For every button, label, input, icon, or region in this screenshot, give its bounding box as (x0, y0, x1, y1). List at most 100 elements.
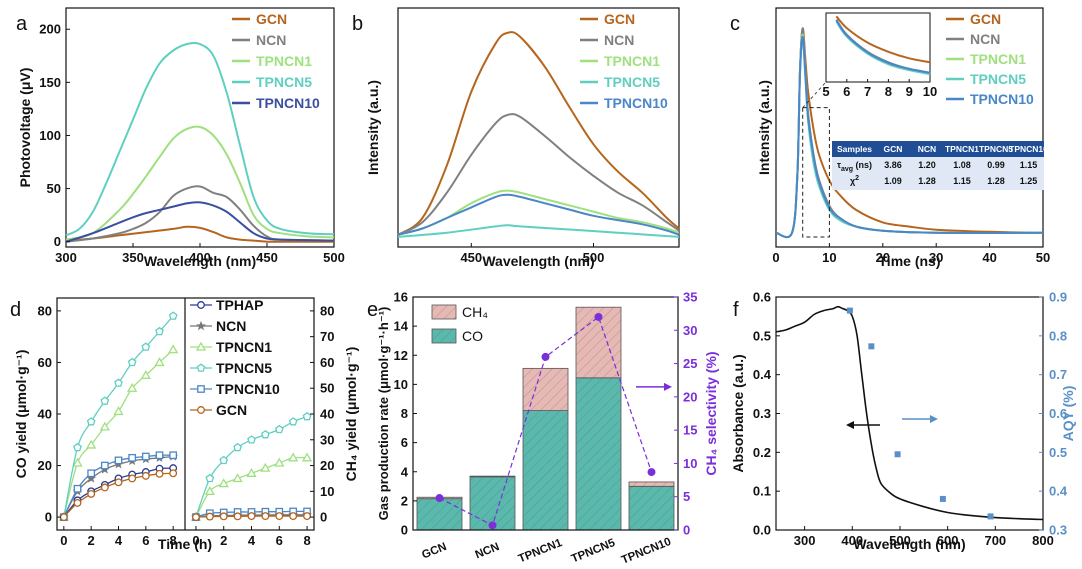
data-point (114, 478, 123, 487)
table-row-label: χ2 (850, 175, 859, 186)
legend-entry: TPNCN10 (970, 91, 1034, 107)
series-line-GCN (65, 225, 334, 243)
bar-ch4-hatch (629, 481, 674, 487)
y-tick-label: 12 (394, 348, 408, 363)
data-point (274, 457, 285, 467)
data-point (114, 456, 123, 465)
data-point (140, 370, 151, 379)
x-tick-label: 10 (822, 250, 836, 265)
legend-entry: TPNCN1 (216, 339, 272, 355)
y2-axis-label: CH₄ yield (μmol·g⁻¹) (343, 347, 359, 482)
x-axis-label: Time (ns) (879, 253, 941, 269)
data-point (246, 467, 257, 477)
data-point (155, 451, 164, 460)
data-point (155, 326, 164, 336)
y-tick-label: 80 (38, 303, 52, 318)
category-label: GCN (420, 541, 448, 562)
legend-entry: TPNCN1 (604, 53, 660, 69)
legend-entry: NCN (256, 32, 286, 48)
y2-tick-label: 35 (683, 290, 697, 305)
legend-entry: TPNCN5 (604, 74, 660, 90)
x-tick-label: 50 (1036, 250, 1050, 265)
x-tick-label: 400 (841, 533, 863, 548)
y-tick-label: 0.1 (753, 484, 771, 499)
y-tick-label: 0.4 (753, 367, 772, 382)
y2-tick-label: 80 (320, 303, 334, 318)
y-tick-label: 150 (39, 75, 61, 90)
y2-tick-label: 50 (320, 381, 334, 396)
y-tick-label: 0.2 (753, 445, 771, 460)
y-tick-label: 4 (401, 464, 409, 479)
inset-x-tick-label: 9 (906, 84, 913, 99)
y2-tick-label: 60 (320, 355, 334, 370)
x-tick-label: 4 (115, 533, 123, 548)
legend-entry: NCN (216, 318, 246, 334)
data-point (100, 396, 110, 405)
table-cell: 1.08 (953, 160, 971, 170)
legend-entry: TPNCN5 (256, 74, 312, 90)
y-tick-label: 0 (401, 523, 408, 538)
y2-tick-label: 30 (320, 432, 334, 447)
inset-x-tick-label: 5 (822, 84, 829, 99)
x-tick-label: 800 (1032, 533, 1054, 548)
data-point (87, 469, 96, 478)
panel-b-frame (397, 7, 680, 248)
selectivity-point (435, 494, 444, 503)
y2-tick-label: 0.9 (1049, 290, 1067, 305)
data-point (141, 342, 151, 351)
x-tick-label: 700 (984, 533, 1006, 548)
x-tick-label: 6 (142, 533, 149, 548)
data-point (233, 442, 242, 452)
y2-tick-label: 20 (320, 458, 334, 473)
data-point (301, 452, 313, 462)
data-point (219, 455, 229, 465)
legend-entry: TPNCN5 (970, 71, 1026, 87)
y2-axis-label: CH₄ selectivity (%) (703, 351, 719, 475)
series-line-GCN (397, 31, 680, 236)
data-point (154, 357, 165, 367)
data-point (196, 363, 206, 372)
y-tick-label: 0 (45, 510, 52, 525)
series-line-TPNCN10 (397, 193, 680, 236)
panel-letter: b (352, 13, 363, 35)
y-tick-label: 10 (394, 377, 408, 392)
y-tick-label: 16 (394, 290, 408, 305)
x-tick-label: 40 (982, 250, 996, 265)
data-point (113, 406, 124, 416)
y2-tick-label: 0.5 (1049, 445, 1067, 460)
y-tick-label: 50 (47, 181, 61, 196)
panel-letter: c (730, 13, 740, 35)
legend-entry: GCN (216, 402, 247, 418)
data-point (288, 452, 299, 462)
x-tick-label: 2 (220, 533, 227, 548)
data-point (86, 417, 96, 426)
y-axis-label: Gas production rate (μmol·g⁻¹·h⁻¹) (376, 307, 391, 521)
series-line-TPNCN10 (65, 201, 335, 243)
panel-letter: f (733, 299, 739, 321)
aqy-point (894, 451, 901, 458)
selectivity-point (647, 468, 656, 477)
inset-x-tick-label: 8 (885, 84, 892, 99)
x-tick-label: 450 (460, 250, 482, 265)
y2-tick-label: 25 (683, 356, 697, 371)
data-point (72, 457, 83, 467)
data-point (205, 473, 215, 483)
table-cell: 1.20 (918, 160, 936, 170)
bar-co-hatch (523, 410, 568, 530)
y-tick-label: 60 (38, 355, 52, 370)
y-tick-label: 14 (394, 319, 409, 334)
x-axis-label: Wavelength (nm) (482, 253, 594, 269)
inset-x-tick-label: 6 (843, 84, 850, 99)
table-cell: 1.28 (918, 176, 936, 186)
selectivity-point (541, 352, 550, 361)
category-label: TPNCN1 (517, 537, 565, 566)
data-point (86, 439, 97, 449)
arrow-right-head (930, 415, 938, 423)
y-tick-label: 20 (38, 458, 52, 473)
legend-swatch-hatch (432, 305, 456, 319)
data-point (141, 452, 150, 461)
x-tick-label: 8 (303, 533, 310, 548)
legend-entry: NCN (970, 31, 1000, 47)
series-line-TPNCN10 (775, 35, 1044, 239)
